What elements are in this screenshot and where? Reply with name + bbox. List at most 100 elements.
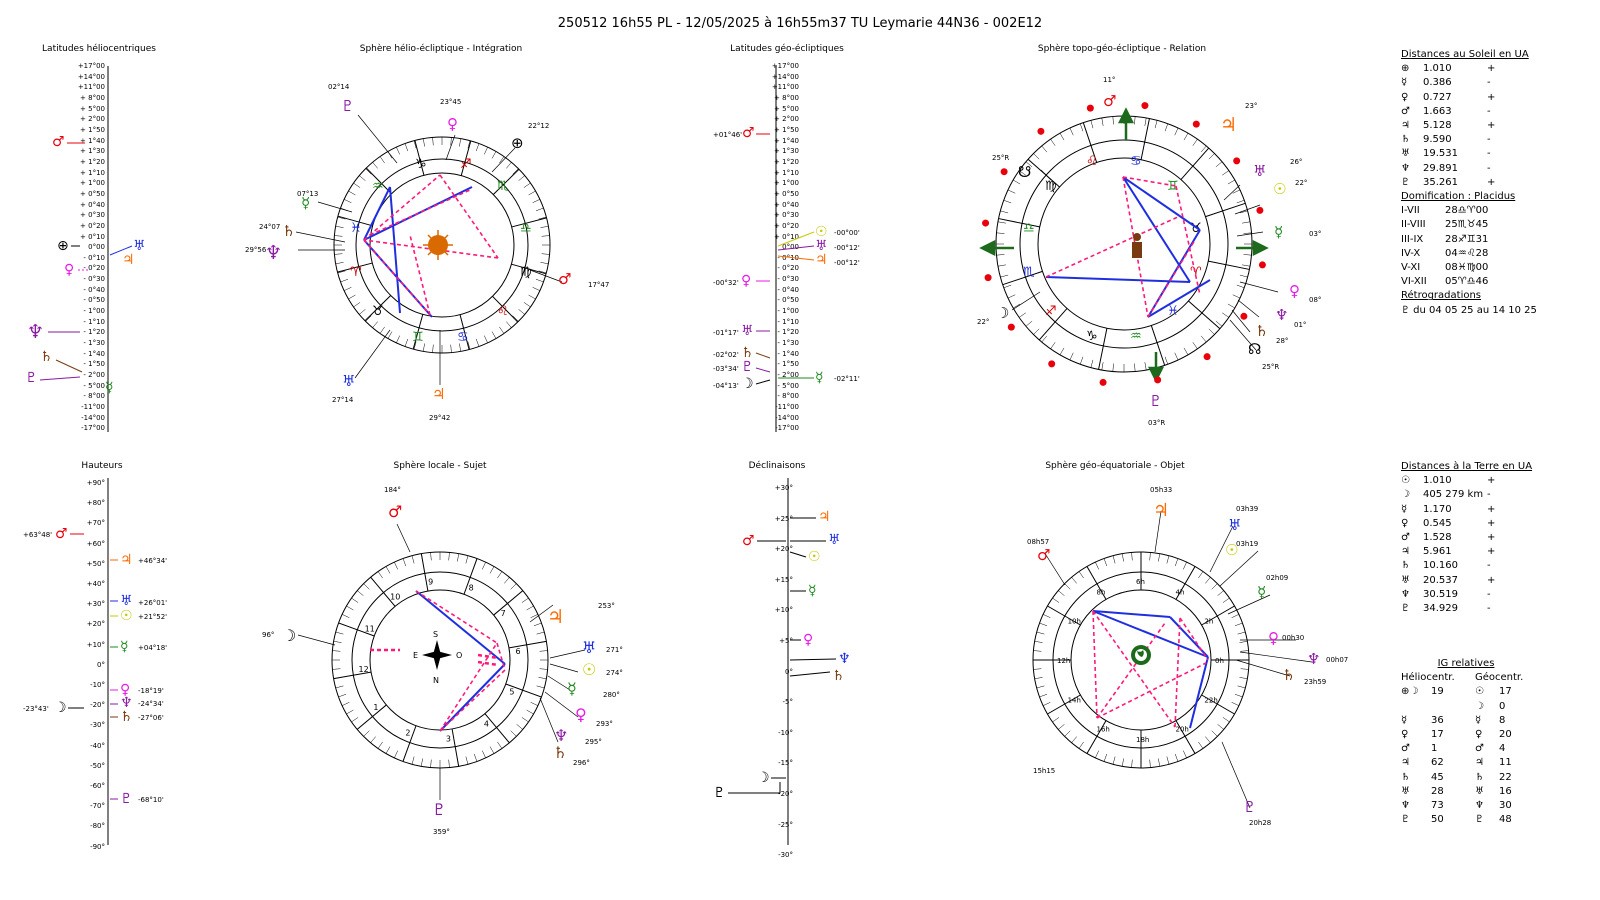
title-hauteurs: Hauteurs [81, 461, 123, 471]
title-lat-geo: Latitudes géo-écliptiques [730, 44, 844, 54]
venus-icon: ♀ [447, 115, 458, 133]
scale-tick: + 8°00 [80, 93, 105, 102]
svg-text:♂: ♂ [1103, 92, 1116, 110]
svg-text:271°: 271° [606, 646, 623, 654]
svg-text:♋: ♋ [1130, 154, 1142, 169]
svg-text:253°: 253° [598, 602, 615, 610]
svg-text:-00°12': -00°12' [834, 259, 860, 267]
svg-text:♀: ♀ [575, 705, 587, 724]
scale-tick: +20° [774, 545, 793, 554]
svg-text:10h: 10h [1068, 618, 1081, 626]
scale-tick: - 0°40 [777, 285, 799, 294]
declinaisons-markers: ♃ ♂ ♅ ☉ ☿ ♀ ♆ ♄ ☽ ♇ [713, 509, 851, 801]
planet-icon: ☉ [1401, 475, 1410, 487]
svg-text:♆: ♆ [1275, 306, 1288, 324]
svg-text:♅: ♅ [133, 238, 146, 254]
earth-icon: ⊕ [511, 134, 524, 152]
svg-text:-23°43': -23°43' [23, 705, 49, 713]
table-row: ♅ 20.537 + [1401, 574, 1532, 588]
scale-tick: 0° [97, 660, 105, 669]
svg-text:♉: ♉ [1190, 221, 1202, 236]
scale-tick: - 8°00 [83, 392, 105, 401]
scale-tick: - 0°30 [777, 275, 799, 284]
scale-tick: -80° [90, 822, 105, 831]
scale-tick: +60° [86, 539, 105, 548]
svg-text:♂: ♂ [742, 125, 755, 141]
svg-text:☽: ☽ [741, 376, 754, 392]
scale-tick: + 0°10 [80, 232, 105, 241]
scale-tick: + 0°20 [774, 221, 799, 230]
svg-text:295°: 295° [585, 738, 602, 746]
title-sphere-helio: Sphère hélio-écliptique - Intégration [359, 44, 523, 54]
scale-tick: - 5°00 [83, 381, 105, 390]
svg-text:♂: ♂ [55, 526, 68, 542]
table-row: ♆ 30.519- [1401, 588, 1532, 602]
svg-text:♀: ♀ [741, 273, 751, 289]
scale-tick: -14°00 [775, 413, 799, 422]
scale-tick: 0° [785, 667, 793, 676]
svg-text:03h39: 03h39 [1236, 505, 1258, 513]
svg-text:☿: ☿ [1257, 583, 1266, 601]
svg-text:05h33: 05h33 [1150, 486, 1172, 494]
svg-text:+63°48': +63°48' [23, 531, 52, 539]
retro-row: ♇ du 04 05 25 au 14 10 25 [1401, 304, 1537, 316]
svg-text:S: S [433, 630, 438, 639]
table-row: VI-XII 05♈♎46 [1401, 276, 1489, 288]
scale-tick: + 1°00 [80, 179, 105, 188]
domification-title: Domification : Placidus [1401, 191, 1516, 203]
svg-text:♀: ♀ [1268, 629, 1279, 647]
svg-text:17°47: 17°47 [588, 281, 609, 289]
svg-text:E: E [413, 651, 418, 660]
table-row: ⊕ 1.010 + [1401, 62, 1537, 76]
aquarius-icon: ♒ [372, 179, 384, 194]
svg-text:20h28: 20h28 [1249, 819, 1271, 827]
scale-tick: +17°00 [771, 62, 799, 70]
svg-text:-00°32': -00°32' [713, 279, 739, 287]
svg-text:♄: ♄ [120, 709, 133, 725]
pluto-icon: ♇ [341, 97, 354, 115]
svg-text:00h07: 00h07 [1326, 656, 1348, 664]
scale-tick: + 1°30 [80, 147, 105, 156]
scale-tick: + 1°50 [80, 125, 105, 134]
svg-text:0h: 0h [1215, 657, 1224, 665]
svg-text:12h: 12h [1057, 657, 1070, 665]
table-row: ♂ 1.528 + [1401, 531, 1532, 545]
scale-tick: - 1°50 [83, 360, 105, 369]
svg-text:♃: ♃ [120, 552, 133, 568]
table-row: I-VII 28♎♈00 [1401, 205, 1489, 217]
svg-text:♆: ♆ [120, 695, 133, 711]
planet-icon: ♅ [1401, 574, 1410, 586]
scale-tick: -70° [90, 802, 105, 811]
aries-icon: ♈ [350, 265, 362, 280]
earth-distances-table: Distances à la Terre en UA ☉ 1.010 + ☽ 405 2… [1401, 460, 1532, 616]
svg-text:359°: 359° [433, 828, 450, 836]
svg-text:-00°12': -00°12' [834, 244, 860, 252]
svg-text:+21°52': +21°52' [138, 613, 167, 621]
svg-text:-18°19': -18°19' [138, 687, 164, 695]
scale-tick: + 2°00 [774, 115, 799, 124]
svg-text:03°: 03° [1309, 230, 1321, 238]
scale-tick: - 1°20 [777, 328, 799, 337]
svg-text:03h19: 03h19 [1236, 540, 1258, 548]
scale-tick: -50° [90, 761, 105, 770]
svg-text:28°: 28° [1276, 337, 1288, 345]
svg-text:184°: 184° [384, 486, 401, 494]
table-row: ♅ 19.531- [1401, 147, 1537, 161]
svg-text:29°42: 29°42 [429, 414, 450, 422]
planet-icon: ♃ [1401, 546, 1410, 558]
svg-text:29°56: 29°56 [245, 246, 267, 254]
svg-text:15h15: 15h15 [1033, 767, 1055, 775]
svg-text:♆: ♆ [27, 321, 44, 343]
table-row: ♆ 73 ♆ 30 [1401, 800, 1512, 812]
svg-text:♐: ♐ [1045, 304, 1057, 319]
svg-text:280°: 280° [603, 691, 620, 699]
scale-tick: 0°00 [782, 243, 799, 252]
svg-text:☊: ☊ [1248, 340, 1261, 358]
svg-text:27°14: 27°14 [332, 396, 354, 404]
svg-text:+01°46': +01°46' [713, 131, 742, 139]
svg-text:♇: ♇ [120, 791, 133, 807]
svg-text:☽: ☽ [757, 770, 770, 786]
svg-text:☉: ☉ [582, 660, 596, 679]
svg-text:22°: 22° [1295, 179, 1307, 187]
svg-text:☉: ☉ [1273, 180, 1286, 198]
